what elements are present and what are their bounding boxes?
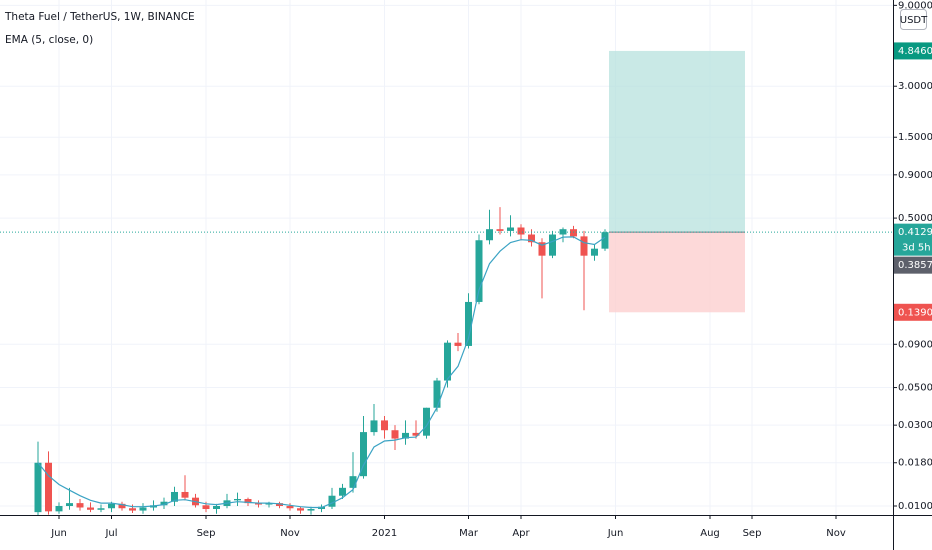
y-tick-label: 0.01000: [898, 501, 932, 512]
indicator-legend: EMA (5, close, 0): [5, 34, 93, 46]
x-tick-label: Sep: [743, 528, 762, 539]
price-label-box: [894, 303, 932, 321]
candle-body: [276, 503, 283, 507]
x-tick-label: Apr: [512, 528, 530, 539]
symbol-title: Theta Fuel / TetherUS, 1W, BINANCE: [4, 11, 195, 23]
x-tick-label: Jun: [607, 528, 624, 539]
candle-body: [391, 430, 399, 439]
candle-body: [528, 234, 535, 243]
candle-body: [286, 506, 294, 509]
candle-body: [234, 498, 241, 501]
candle-body: [349, 476, 357, 488]
candle-body: [108, 503, 115, 509]
candle-body: [202, 505, 210, 510]
price-label: 0.38574: [898, 260, 932, 271]
x-tick-label: Aug: [700, 528, 720, 539]
candle-body: [213, 506, 220, 510]
candle-body: [444, 342, 451, 381]
candle-body: [339, 487, 346, 496]
candle-body: [87, 507, 94, 510]
candle-body: [412, 432, 420, 436]
x-tick-label: Jul: [104, 528, 117, 539]
candle-body: [538, 242, 546, 256]
candle-body: [265, 503, 273, 505]
position-loss: [609, 232, 745, 313]
ema-line: [37, 236, 606, 509]
countdown-label: 3d 5h: [902, 243, 931, 254]
candle-body: [139, 507, 147, 511]
price-label: 0.41299: [898, 227, 932, 238]
candle-body: [181, 491, 189, 498]
candle-body: [34, 462, 42, 513]
candle-body: [370, 420, 378, 433]
candle-body: [601, 232, 609, 249]
y-tick-label: 9.00000: [898, 0, 932, 11]
price-label-box: [894, 256, 932, 274]
candle-body: [475, 240, 483, 302]
candle-body: [328, 495, 336, 507]
candle-body: [255, 503, 262, 505]
price-label: 0.13903: [898, 307, 932, 318]
candle-body: [454, 342, 462, 346]
candle-body: [244, 498, 252, 504]
candle-body: [66, 503, 73, 507]
candle-body: [45, 462, 52, 512]
currency-button[interactable]: [900, 9, 927, 30]
candle-body: [402, 432, 409, 439]
position-profit: [609, 50, 745, 233]
candle-body: [381, 420, 388, 431]
candle-body: [496, 229, 504, 231]
candle-body: [465, 301, 472, 346]
candle-body: [423, 407, 430, 436]
candle-body: [160, 501, 168, 506]
candle-body: [55, 506, 63, 512]
candle-body: [517, 227, 525, 235]
price-label-box: [894, 223, 932, 256]
price-label: 4.84605: [898, 46, 932, 57]
candle-body: [549, 234, 556, 256]
candle-body: [76, 503, 84, 508]
x-tick-label: Mar: [459, 528, 479, 539]
candle-body: [360, 432, 367, 477]
candle-body: [297, 508, 304, 511]
x-tick-label: Sep: [197, 528, 216, 539]
candle-body: [129, 508, 136, 511]
candle-body: [580, 236, 588, 256]
candle-body: [486, 229, 493, 241]
candle-body: [559, 229, 567, 235]
candle-body: [591, 248, 598, 256]
currency-label[interactable]: USDT: [900, 15, 928, 26]
x-tick-label: Nov: [280, 528, 300, 539]
candle-body: [97, 508, 105, 510]
candle-body: [570, 229, 577, 237]
candle-body: [118, 503, 126, 509]
candle-body: [307, 509, 315, 511]
price-label-box: [894, 42, 932, 60]
candle-body: [171, 491, 178, 502]
x-tick-label: 2021: [372, 528, 397, 539]
y-tick-label: 3.00000: [898, 81, 932, 92]
candle-body: [433, 380, 441, 408]
x-tick-label: Nov: [826, 528, 846, 539]
candle-body: [507, 227, 514, 231]
x-tick-label: Jun: [50, 528, 67, 539]
